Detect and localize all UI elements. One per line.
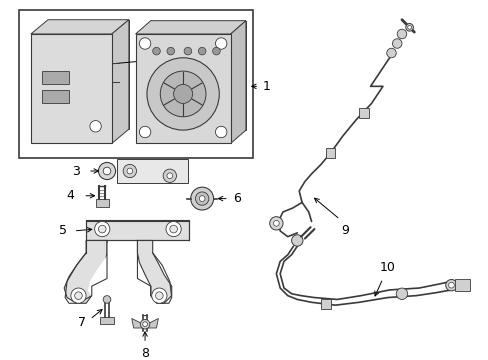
Circle shape [269,217,283,230]
Circle shape [98,225,106,233]
Bar [150,21,245,130]
Circle shape [139,38,150,49]
Circle shape [90,121,101,132]
Circle shape [199,196,204,202]
Polygon shape [88,243,149,298]
Circle shape [291,235,303,246]
Circle shape [169,225,177,233]
Circle shape [75,292,82,300]
Polygon shape [31,20,129,34]
Polygon shape [147,319,158,328]
Polygon shape [64,240,107,303]
Circle shape [142,322,147,327]
Circle shape [447,282,453,288]
Polygon shape [112,20,129,143]
Circle shape [392,39,401,48]
Bar [358,108,368,118]
Circle shape [140,319,149,329]
Bar [321,300,330,309]
Circle shape [215,126,226,138]
Circle shape [173,85,192,103]
Polygon shape [137,240,171,303]
Bar [31,34,112,143]
Circle shape [95,221,110,237]
Bar [42,71,69,85]
Circle shape [445,279,456,291]
Circle shape [395,288,407,300]
Circle shape [152,47,160,55]
Circle shape [212,47,220,55]
Bar [48,20,129,129]
Circle shape [103,296,111,303]
Circle shape [198,47,205,55]
Bar [116,159,187,183]
Text: 10: 10 [379,261,395,274]
Text: 8: 8 [141,347,149,360]
Text: 9: 9 [340,224,348,237]
Polygon shape [230,21,245,143]
Circle shape [396,29,406,39]
Circle shape [215,38,226,49]
Circle shape [139,126,150,138]
Text: 1: 1 [263,80,270,93]
Text: 5: 5 [59,224,67,238]
Bar [325,148,335,158]
Polygon shape [131,319,143,328]
Circle shape [405,23,412,31]
Circle shape [160,71,205,117]
Bar [100,316,113,324]
Circle shape [166,173,172,179]
Polygon shape [135,21,245,34]
Circle shape [103,167,111,175]
Bar [135,34,230,143]
Circle shape [127,168,132,174]
Circle shape [195,192,208,205]
Text: 6: 6 [233,192,241,205]
Bar [86,220,188,240]
Circle shape [386,48,395,58]
Circle shape [123,165,136,178]
Circle shape [166,47,174,55]
Circle shape [183,47,191,55]
Circle shape [165,221,181,237]
Circle shape [98,162,115,180]
Circle shape [190,187,213,210]
Bar [20,10,252,158]
Text: 7: 7 [78,316,86,329]
Bar [454,279,469,291]
Circle shape [147,58,219,130]
Circle shape [273,220,279,226]
Circle shape [163,169,176,183]
Text: 2: 2 [164,53,172,66]
Bar [95,199,109,207]
Text: 3: 3 [72,165,80,177]
Circle shape [71,288,86,303]
Bar [42,90,69,103]
Circle shape [407,26,410,29]
Text: 4: 4 [67,189,75,202]
Circle shape [151,288,166,303]
Circle shape [155,292,163,300]
